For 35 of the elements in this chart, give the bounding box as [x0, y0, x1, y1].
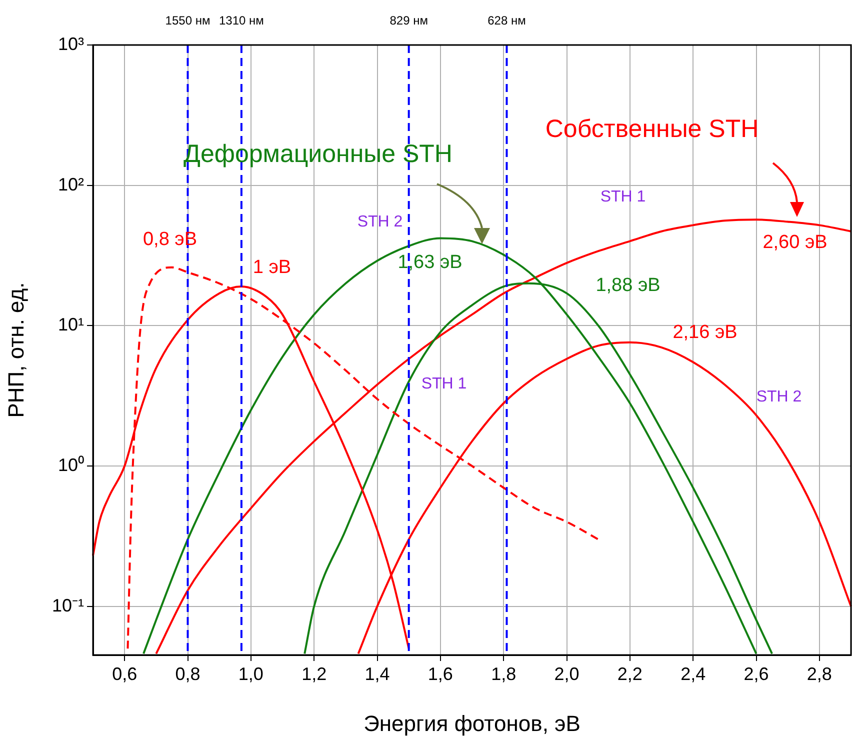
ref-line-label: 1310 нм	[218, 13, 264, 28]
annotation: Собственные STH	[545, 114, 759, 143]
ref-line-label: 628 нм	[488, 13, 526, 28]
annotation: 1 эВ	[252, 257, 292, 278]
y-axis-title: РНП, отн. ед.	[3, 282, 28, 418]
annotation: 0,8 эВ	[142, 229, 198, 250]
x-tick-label: 2,0	[554, 664, 580, 684]
x-tick-label: 1,8	[491, 664, 516, 684]
y-tick-label: 10²	[58, 174, 84, 194]
x-tick-label: 1,6	[428, 664, 453, 684]
x-tick-label: 1,0	[238, 664, 264, 684]
x-tick-label: 0,6	[112, 664, 138, 684]
ref-line-label: 1550 нм	[165, 13, 210, 28]
x-tick-label: 1,4	[364, 664, 390, 684]
annotation: STH 1	[600, 188, 646, 206]
x-tick-label: 2,8	[806, 664, 832, 684]
annotation: 2,60 эВ	[762, 232, 828, 254]
y-tick-label: 10⁻¹	[52, 595, 84, 616]
x-tick-label: 2,6	[744, 664, 769, 684]
ref-line-label: 829 нм	[390, 13, 428, 28]
x-tick-label: 2,2	[617, 664, 642, 684]
annotation: 1,88 эВ	[596, 275, 660, 296]
y-tick-label: 10⁰	[58, 454, 84, 475]
x-tick-label: 0,8	[175, 664, 200, 684]
annotation: 1,63 эВ	[398, 252, 462, 274]
annotation: 2,16 эВ	[672, 322, 738, 344]
annotation: STH 2	[357, 213, 403, 230]
y-tick-label: 10¹	[58, 314, 84, 335]
y-tick-label: 10³	[58, 34, 84, 54]
x-axis-title: Энергия фотонов, эВ	[364, 710, 580, 736]
annotation: STH 1	[421, 375, 467, 392]
annotation: Деформационные STH	[184, 140, 452, 168]
x-tick-label: 1,2	[302, 664, 327, 684]
annotation: STH 2	[756, 388, 802, 406]
x-tick-label: 2,4	[680, 664, 706, 684]
